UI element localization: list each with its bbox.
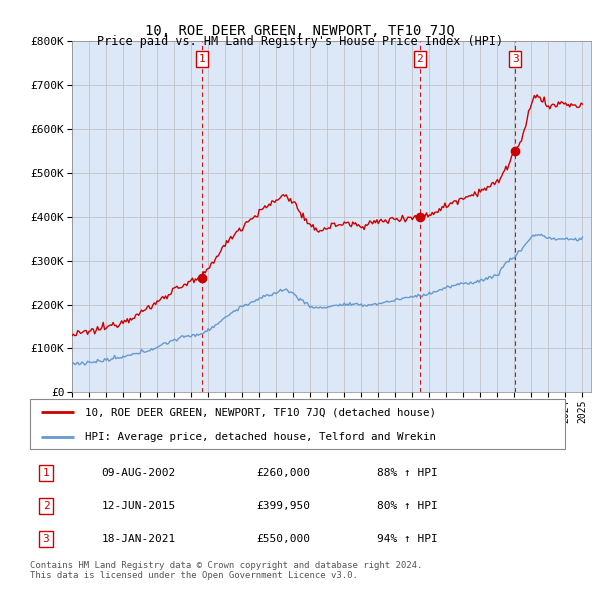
Text: 10, ROE DEER GREEN, NEWPORT, TF10 7JQ: 10, ROE DEER GREEN, NEWPORT, TF10 7JQ (145, 24, 455, 38)
Text: 09-AUG-2002: 09-AUG-2002 (101, 468, 176, 478)
Text: £260,000: £260,000 (256, 468, 310, 478)
Text: 2: 2 (43, 501, 49, 511)
FancyBboxPatch shape (29, 399, 565, 449)
Text: 2: 2 (416, 54, 424, 64)
Text: 3: 3 (43, 534, 49, 544)
Text: Contains HM Land Registry data © Crown copyright and database right 2024.
This d: Contains HM Land Registry data © Crown c… (29, 561, 422, 580)
Text: £550,000: £550,000 (256, 534, 310, 544)
Text: 80% ↑ HPI: 80% ↑ HPI (377, 501, 438, 511)
Text: 12-JUN-2015: 12-JUN-2015 (101, 501, 176, 511)
Text: HPI: Average price, detached house, Telford and Wrekin: HPI: Average price, detached house, Telf… (85, 432, 436, 442)
Text: 1: 1 (43, 468, 49, 478)
Text: £399,950: £399,950 (256, 501, 310, 511)
Text: 3: 3 (512, 54, 518, 64)
Text: 1: 1 (198, 54, 205, 64)
Text: 10, ROE DEER GREEN, NEWPORT, TF10 7JQ (detached house): 10, ROE DEER GREEN, NEWPORT, TF10 7JQ (d… (85, 407, 436, 417)
Text: Price paid vs. HM Land Registry's House Price Index (HPI): Price paid vs. HM Land Registry's House … (97, 35, 503, 48)
Text: 94% ↑ HPI: 94% ↑ HPI (377, 534, 438, 544)
Text: 18-JAN-2021: 18-JAN-2021 (101, 534, 176, 544)
Text: 88% ↑ HPI: 88% ↑ HPI (377, 468, 438, 478)
